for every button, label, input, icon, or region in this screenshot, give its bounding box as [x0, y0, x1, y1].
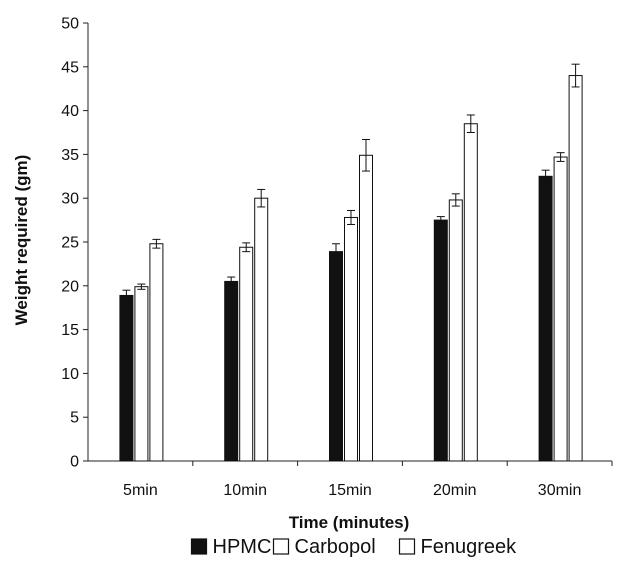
bar-hpmc: [119, 294, 134, 462]
legend: HPMC Carbopol Fenugreek: [190, 536, 518, 558]
y-tick-label: 15: [61, 322, 79, 339]
y-tick-label: 30: [61, 191, 79, 208]
legend-swatch-fenugreek: [398, 538, 416, 555]
legend-label-carbopol: Carbopol: [295, 536, 376, 558]
bar-carbopol: [239, 246, 254, 462]
x-tick-label: 30min: [538, 482, 582, 499]
bar-carbopol: [134, 286, 149, 462]
y-tick-label: 45: [61, 59, 79, 76]
y-tick-label: 20: [61, 278, 79, 295]
bar-carbopol: [553, 156, 568, 462]
bar-carbopol: [344, 216, 358, 462]
y-tick-label: 25: [61, 235, 79, 252]
y-tick-label: 0: [70, 454, 79, 471]
x-tick-label: 15min: [328, 482, 372, 499]
bar-hpmc: [433, 219, 448, 462]
bar-fenugreek: [254, 197, 269, 462]
legend-swatch-hpmc: [190, 538, 208, 555]
x-tick-label: 10min: [223, 482, 267, 499]
legend-label-hpmc: HPMC: [213, 536, 272, 558]
y-axis-title: Weight required (gm): [12, 155, 31, 326]
x-axis-title: Time (minutes): [289, 513, 410, 532]
x-tick-label: 5min: [123, 482, 158, 499]
y-tick-label: 5: [70, 410, 79, 427]
bar-hpmc: [329, 251, 343, 462]
bar-fenugreek: [463, 123, 478, 462]
bar-hpmc: [538, 175, 553, 462]
y-tick-label: 50: [61, 16, 79, 33]
bar-fenugreek: [568, 75, 583, 462]
bar-fenugreek: [149, 243, 164, 462]
y-tick-label: 10: [61, 366, 79, 383]
bar-fenugreek: [359, 154, 373, 462]
bar-carbopol: [448, 199, 463, 462]
y-tick-label: 35: [61, 147, 79, 164]
legend-label-fenugreek: Fenugreek: [421, 536, 518, 558]
bar-hpmc: [224, 280, 239, 462]
legend-swatch-carbopol: [272, 538, 290, 555]
x-tick-label: 20min: [433, 482, 477, 499]
y-tick-label: 40: [61, 103, 79, 120]
plot-area: 0 5 10 15 20 25 30 35 40 45 50 5min 10min 15min 20min 3…: [61, 16, 613, 499]
